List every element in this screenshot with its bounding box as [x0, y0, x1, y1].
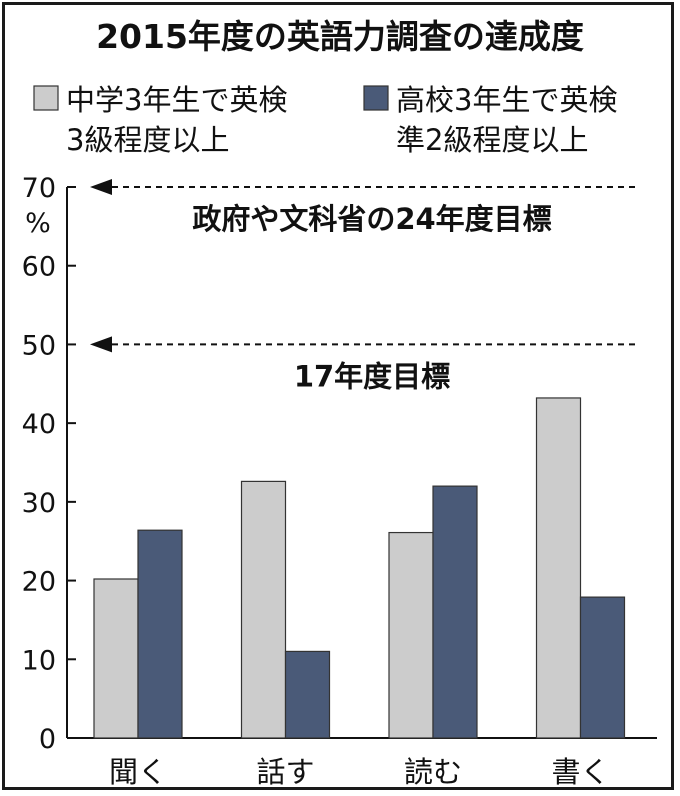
bars-layer: [93, 397, 626, 739]
y-tick-label-20: 20: [22, 567, 56, 598]
bar-読む-series-1: [432, 485, 478, 739]
target-arrow-50: [90, 336, 112, 353]
y-tick-label-40: 40: [22, 409, 56, 440]
y-tick-label-0: 0: [39, 724, 56, 755]
bar-書く-series-0: [535, 397, 582, 739]
bar-読む-series-0: [388, 531, 434, 739]
target-label-70: 政府や文科省の24年度目標: [192, 202, 551, 236]
x-category-label-2: 読む: [404, 755, 462, 789]
legend-label-junior-high-line1: 中学3年生で英検: [66, 83, 287, 117]
chart-title: 2015年度の英語力調査の達成度: [96, 17, 584, 56]
bar-聞く-series-1: [137, 529, 183, 739]
legend-label-senior-high-line1: 高校3年生で英検: [396, 83, 617, 117]
y-tick-label-70: 70: [22, 173, 56, 204]
legend-swatch-junior-high: [33, 85, 59, 111]
category-labels-layer: 聞く 話す 読む 書く: [109, 755, 610, 789]
x-category-label-1: 話す: [256, 755, 314, 789]
y-tick-label-10: 10: [22, 645, 56, 676]
y-axis-unit-label: %: [25, 208, 51, 239]
legend-swatch-senior-high: [363, 85, 389, 111]
legend-label-senior-high-line2: 準2級程度以上: [396, 123, 588, 157]
y-tick-label-50: 50: [22, 330, 56, 361]
y-ticks-layer: 0 10 20 30 40 50 60 70: [22, 173, 76, 755]
y-tick-label-30: 30: [22, 488, 56, 519]
target-label-50: 17年度目標: [294, 359, 450, 393]
bar-書く-series-1: [579, 596, 626, 739]
legend-label-junior-high-line2: 3級程度以上: [66, 123, 229, 157]
x-category-label-3: 書く: [551, 755, 609, 789]
bar-話す-series-1: [284, 650, 331, 739]
bar-話す-series-0: [240, 480, 287, 739]
legend: 中学3年生で英検 3級程度以上 高校3年生で英検 準2級程度以上: [33, 83, 617, 157]
targets-layer: 政府や文科省の24年度目標 17年度目標: [90, 179, 637, 393]
bar-聞く-series-0: [93, 578, 139, 739]
target-arrow-70: [90, 179, 112, 195]
x-category-label-0: 聞く: [109, 755, 167, 789]
y-tick-label-60: 60: [22, 252, 56, 283]
